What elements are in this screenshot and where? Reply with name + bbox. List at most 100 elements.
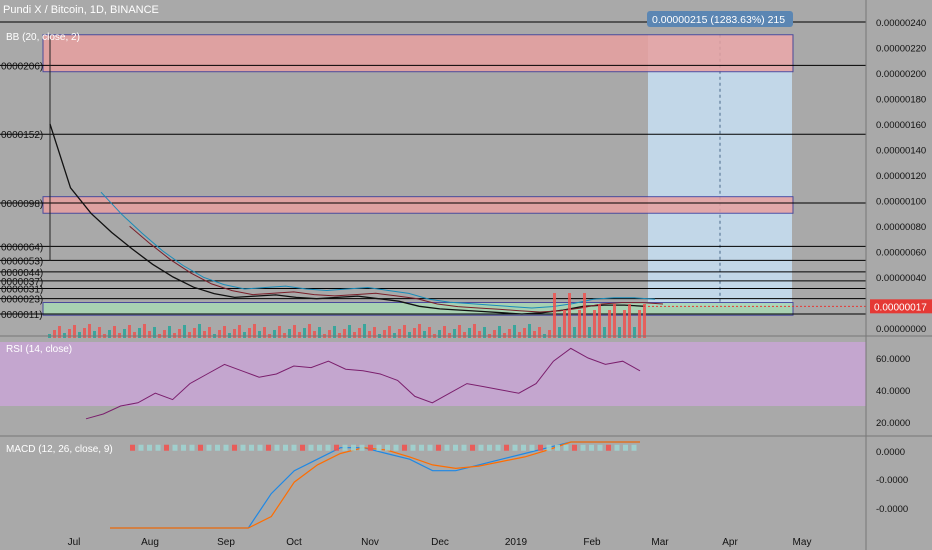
macd-histogram-bar [631,444,637,451]
volume-bar [408,332,411,338]
macd-tick-label: -0.0000 [876,504,908,515]
volume-bar [478,331,481,338]
level-label: 0000031) [1,284,43,295]
price-tick-label: 0.00000080 [876,222,926,233]
macd-histogram-bar [555,444,560,451]
volume-bar [98,327,101,338]
volume-bar [633,327,636,338]
macd-histogram-bar [436,444,441,451]
volume-bar [58,326,61,338]
volume-bar [523,328,526,338]
level-label: 0000044) [1,268,43,279]
price-tick-label: 0.00000180 [876,95,926,106]
macd-histogram-bar [223,444,229,451]
volume-bar [278,326,281,338]
volume-bar [143,324,146,338]
volume-bar [148,331,151,338]
macd-histogram-bar [342,444,348,451]
volume-bar [623,310,626,338]
volume-bar [473,324,476,338]
macd-histogram-bar [249,444,254,451]
volume-bar [198,324,201,338]
macd-histogram-bar [317,444,322,451]
volume-bar [463,332,466,338]
symbol-title: Pundi X / Bitcoin, 1D, BINANCE [3,4,159,16]
time-x-axis: Jul Aug Sep Oct Nov Dec 2019 Feb Mar Apr May [68,537,812,548]
volume-bar [643,304,646,338]
x-tick-label: Jul [68,537,81,548]
price-tick-label: 0.00000000 [876,324,926,335]
macd-histogram-bar [487,444,492,451]
macd-histogram-bar [291,444,297,451]
macd-histogram-bar [325,444,331,451]
x-tick-label: Oct [286,537,302,548]
volume-bar [428,327,431,338]
bb-indicator-label: BB (20, close, 2) [6,32,80,43]
macd-tick-label: -0.0000 [876,475,908,486]
macd-histogram-bar [138,444,144,451]
macd-histogram-bar [444,444,450,451]
volume-bar [253,324,256,338]
volume-bar [483,327,486,338]
macd-histogram-bar [351,444,356,451]
price-tick-label: 0.00000200 [876,69,926,80]
macd-histogram-bar [402,444,407,451]
price-tick-label: 0.00000060 [876,248,926,259]
macd-histogram-bar [589,444,594,451]
last-price-badge [870,299,932,314]
volume-bar [188,332,191,338]
level-label: 0000098) [1,199,43,210]
volume-bar [588,327,591,338]
volume-bar [133,332,136,338]
rsi-line [85,347,641,420]
macd-histogram-bar [478,444,484,451]
macd-histogram-bar [580,444,586,451]
volume-bar [568,293,571,338]
volume-bar [83,328,86,338]
volume-bar [598,304,601,338]
macd-histogram-bar [206,444,212,451]
macd-histogram-bar [266,444,271,451]
level-label: 0000037) [1,277,43,288]
x-tick-label: Nov [361,537,379,548]
volume-bar [353,332,356,338]
zone-green-2 [42,302,794,316]
volume-bar [453,329,456,338]
macd-histogram-bar [376,444,382,451]
x-tick-label: 2019 [505,537,528,548]
volume-bar [178,329,181,338]
macd-histogram-bar [606,444,611,451]
volume-bar [343,329,346,338]
price-tick-label: 0.00000100 [876,197,926,208]
volume-bar [373,327,376,338]
macd-histogram-bar [614,444,620,451]
macd-histogram-bar [283,444,288,451]
volume-bar [573,327,576,338]
macd-histogram-bar [257,444,263,451]
bb-upper-line [100,191,656,309]
price-tick-label: 0.00000140 [876,146,926,157]
volume-bar [368,331,371,338]
volume-bar [288,329,291,338]
macd-histogram-bar [453,444,458,451]
x-tick-label: Sep [217,537,235,548]
volume-bar [258,331,261,338]
volume-bar [243,332,246,338]
level-label: 0000053) [1,256,43,267]
volume-bar [628,304,631,338]
volume-bar [413,328,416,338]
price-tick-label: 0.00000160 [876,120,926,131]
macd-histogram-bar [172,444,178,451]
volume-bar [208,327,211,338]
volume-bar [608,310,611,338]
macd-histogram-bar [512,444,518,451]
volume-bar [388,326,391,338]
macd-histogram-bar [521,444,526,451]
volume-bar [73,325,76,338]
macd-histogram-bar [240,444,246,451]
macd-histogram-bar [274,444,280,451]
price-series-layer [48,34,664,338]
volume-bar [613,304,616,338]
rsi-tick-label: 40.0000 [876,386,910,397]
volume-bar [618,327,621,338]
